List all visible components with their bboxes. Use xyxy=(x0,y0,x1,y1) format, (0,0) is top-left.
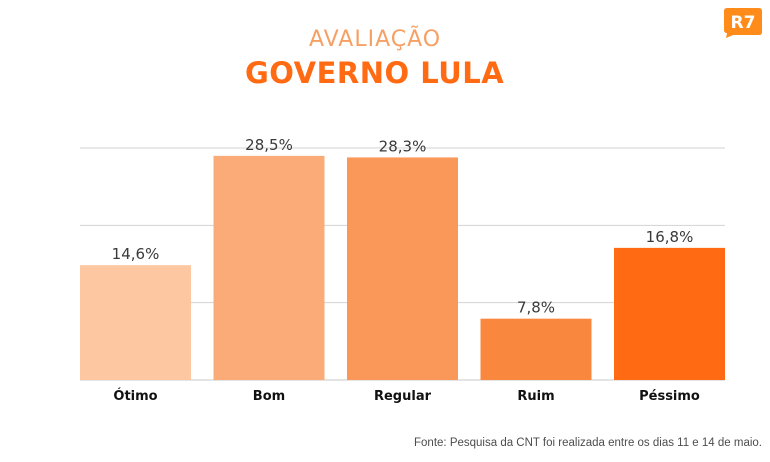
logo-shape xyxy=(724,8,762,38)
value-label: 28,5% xyxy=(245,136,293,154)
chart-title: GOVERNO LULA xyxy=(245,56,505,90)
value-label: 28,3% xyxy=(379,137,427,155)
value-label: 16,8% xyxy=(646,228,694,246)
category-label: Ruim xyxy=(517,389,554,404)
bar-péssimo xyxy=(614,247,725,380)
bar-bom xyxy=(213,155,325,380)
logo-text: R7 xyxy=(731,13,756,33)
category-labels: Ótimo Bom Regular Ruim Péssimo xyxy=(113,388,700,404)
value-label: 14,6% xyxy=(112,245,160,263)
bar-ruim xyxy=(480,318,592,380)
category-label: Regular xyxy=(374,389,432,404)
category-label: Ótimo xyxy=(113,388,157,404)
bar-regular xyxy=(347,157,458,380)
category-label: Péssimo xyxy=(639,389,700,404)
source-note: Fonte: Pesquisa da CNT foi realizada ent… xyxy=(414,437,762,449)
r7-logo: R7 xyxy=(724,8,762,38)
value-labels: 14,6% 28,5% 28,3% 7,8% 16,8% xyxy=(112,136,694,317)
bar-ótimo xyxy=(80,265,191,380)
category-label: Bom xyxy=(253,389,285,404)
bars xyxy=(80,155,725,380)
value-label: 7,8% xyxy=(517,299,555,317)
